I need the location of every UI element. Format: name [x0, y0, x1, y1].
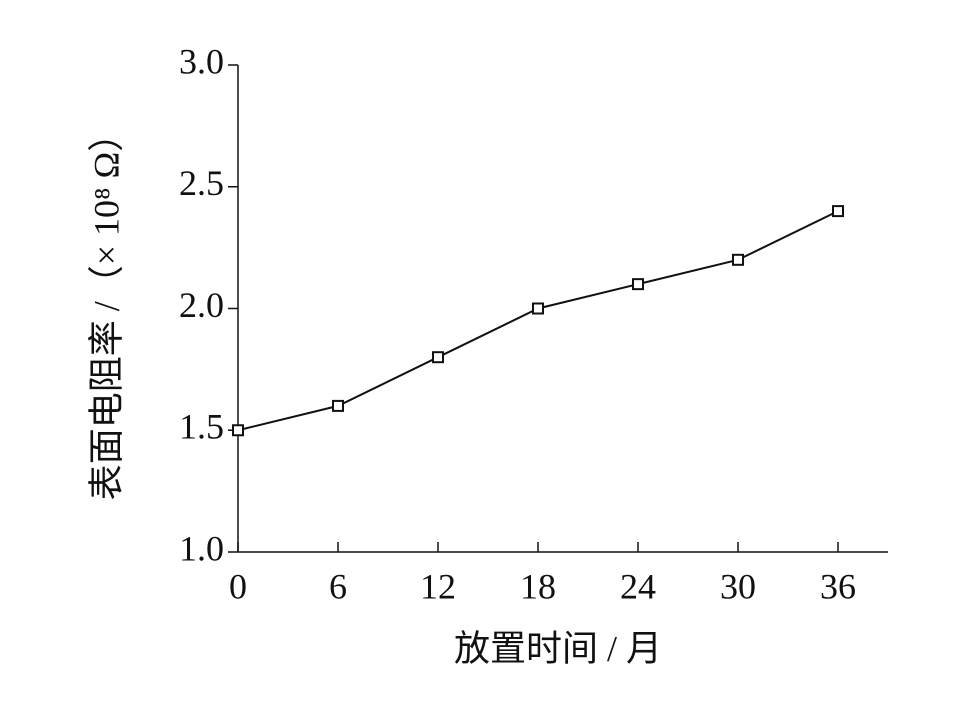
marker [332, 399, 344, 412]
y-tick-label: 3.0 [179, 41, 224, 81]
marker [732, 253, 744, 266]
y-tick-label: 1.5 [179, 407, 224, 447]
line [237, 210, 839, 432]
x-tick-label: 36 [820, 566, 856, 606]
marker [832, 205, 844, 218]
y-axis-label: 表面电阻率 /（× 10⁸ Ω） [86, 116, 126, 501]
x-tick-label: 18 [520, 566, 556, 606]
marker [432, 351, 444, 364]
x-tick-label: 30 [720, 566, 756, 606]
marker [632, 278, 644, 291]
marker [532, 302, 544, 315]
x-tick-label: 6 [329, 566, 347, 606]
y-tick-label: 2.0 [179, 285, 224, 325]
y-tick-label: 2.5 [179, 163, 224, 203]
x-tick-label: 12 [420, 566, 456, 606]
marker [232, 424, 244, 437]
x-tick-label: 24 [620, 566, 656, 606]
y-tick-label: 1.0 [179, 528, 224, 568]
x-axis-label: 放置时间 / 月 [454, 628, 662, 668]
x-tick-label: 0 [229, 566, 247, 606]
